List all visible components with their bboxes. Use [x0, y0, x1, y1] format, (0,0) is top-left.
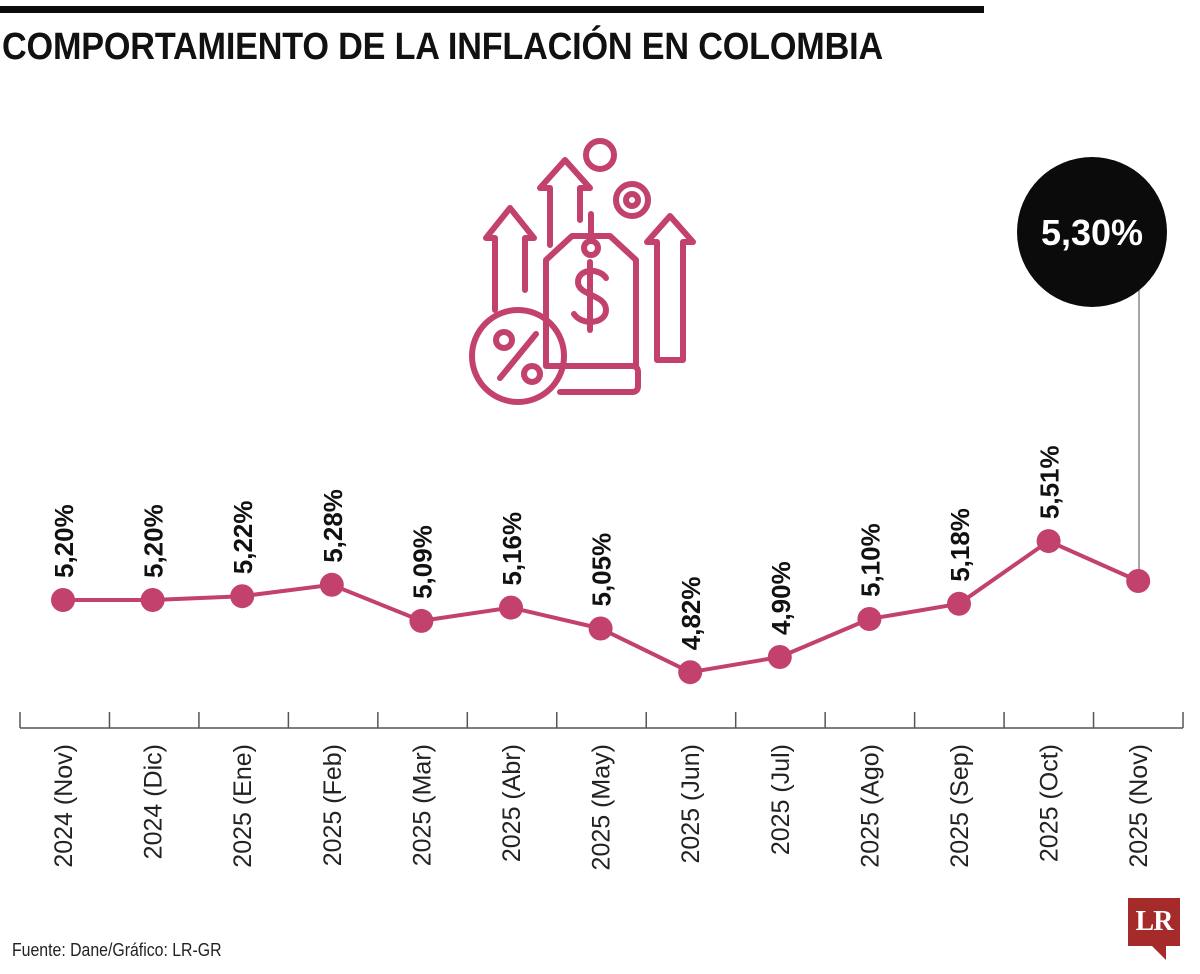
highlight-bubble: 5,30%: [1017, 157, 1167, 307]
data-point: [230, 584, 255, 609]
data-point: [1036, 529, 1061, 554]
x-tick-label: 2025 (Jun): [677, 744, 705, 864]
x-tick-label: 2024 (Dic): [140, 744, 168, 859]
value-label: 5,20%: [139, 504, 169, 578]
x-tick-label: 2025 (Sep): [946, 744, 974, 868]
x-axis: [19, 712, 1184, 729]
value-label: 5,10%: [855, 523, 885, 597]
data-point: [947, 591, 971, 616]
x-tick-label: 2025 (Oct): [1036, 744, 1064, 862]
value-label: 5,20%: [49, 504, 79, 578]
right-arrow-icon: [644, 213, 696, 363]
data-point: [140, 588, 165, 612]
inflation-price-tag-icon: [469, 138, 696, 405]
source-note: Fuente: Dane/Gráfico: LR-GR: [12, 940, 222, 960]
x-tick-label: 2025 (Ago): [856, 744, 884, 868]
data-point: [1126, 569, 1151, 593]
data-point: [678, 660, 703, 685]
data-point: [767, 645, 792, 669]
x-tick-label: 2025 (Feb): [319, 744, 347, 866]
value-label: 5,16%: [497, 512, 527, 586]
x-tick-label: 2025 (Ene): [229, 744, 257, 868]
highlight-bubble-circle: [1017, 157, 1167, 307]
x-tick-labels: 2024 (Nov) 2024 (Dic) 2025 (Ene) 2025 (Feb)…: [50, 744, 1153, 870]
data-point: [319, 572, 344, 597]
x-tick-label: 2025 (May): [588, 744, 616, 870]
chart-title: COMPORTAMIENTO DE LA INFLACIÓN EN COLOMB…: [2, 26, 883, 68]
x-tick-label: 2025 (Mar): [408, 744, 436, 866]
x-tick-label: 2025 (Abr): [498, 744, 526, 862]
lr-logo-text: LR: [1135, 906, 1174, 937]
data-point: [51, 588, 75, 612]
value-label: 5,18%: [945, 508, 975, 582]
value-label: 5,51%: [1035, 445, 1065, 519]
lr-logo: LR: [1128, 898, 1180, 946]
lr-logo-tail: [1152, 946, 1166, 960]
percent-icon: [469, 307, 567, 405]
coin-icon: [583, 138, 617, 172]
data-point: [588, 616, 613, 641]
value-label: 5,22%: [228, 500, 258, 574]
left-arrow-icon: [483, 205, 537, 313]
x-tick-label: 2024 (Nov): [50, 744, 78, 868]
value-label: 5,28%: [318, 489, 348, 563]
x-tick-label: 2025 (Jul): [767, 744, 795, 855]
data-point: [409, 608, 434, 633]
x-tick-label: 2025 (Nov): [1125, 744, 1153, 868]
data-point: [499, 595, 523, 620]
value-label: 5,09%: [407, 525, 437, 599]
value-label: 4,90%: [766, 561, 796, 635]
value-label: 4,82%: [676, 576, 706, 650]
value-labels: 5,20% 5,20% 5,22% 5,28% 5,09% 5,16% 5,05% 4,82%…: [49, 445, 1065, 650]
value-label: 5,05%: [587, 533, 617, 607]
middle-arrow-icon: [537, 157, 593, 248]
series-points: [51, 529, 1151, 685]
top-rule: [0, 6, 984, 13]
highlight-value: 5,30%: [1041, 212, 1143, 253]
data-point: [857, 607, 882, 631]
